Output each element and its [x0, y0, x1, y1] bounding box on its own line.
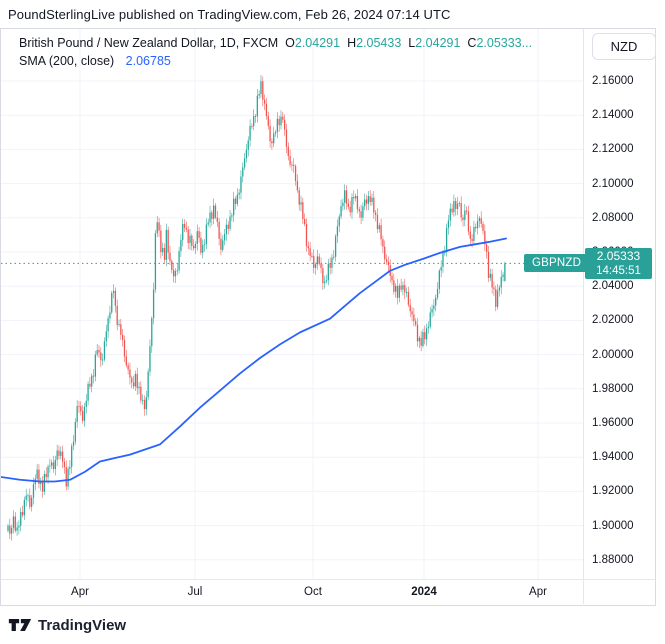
price-axis[interactable]: NZD 2.05333 14:45:51 2.16000 2.14000 2.120…	[583, 29, 656, 579]
sma-indicator-value: 2.06785	[125, 54, 171, 68]
price-tick-label: 2.16000	[592, 75, 634, 87]
ohlc-open-label: O	[285, 36, 295, 50]
symbol-header: British Pound / New Zealand Dollar, 1D, …	[19, 36, 532, 50]
sma-indicator-label: SMA (200, close)	[19, 54, 115, 68]
ohlc-close-label: C	[467, 36, 477, 50]
time-tick-label: Oct	[304, 586, 322, 598]
chart-frame: British Pound / New Zealand Dollar, 1D, …	[0, 28, 656, 606]
currency-toggle-label: NZD	[610, 39, 638, 54]
price-tick-label: 2.08000	[592, 211, 634, 224]
last-price-value: 2.05333	[596, 249, 641, 264]
price-tick-label: 2.04000	[592, 280, 634, 293]
price-tick-label: 2.14000	[592, 109, 634, 122]
ohlc-low-value: 2.04291	[415, 36, 461, 50]
axis-corner-cell	[583, 579, 655, 604]
chart-plot-area[interactable]: British Pound / New Zealand Dollar, 1D, …	[1, 29, 590, 579]
ohlc-low-label: L	[408, 36, 416, 50]
price-tick-label: 1.94000	[592, 451, 634, 464]
price-tick-label: 1.90000	[592, 519, 634, 532]
indicator-row: SMA (200, close) 2.06785	[19, 54, 171, 68]
candlestick-chart[interactable]	[1, 29, 583, 579]
last-price-badge: 2.05333 14:45:51	[585, 248, 652, 280]
price-tick-label: 1.92000	[592, 485, 634, 498]
time-tick-label: Apr	[71, 586, 89, 598]
price-tick-label: 2.12000	[592, 143, 634, 156]
currency-toggle-button[interactable]: NZD	[592, 33, 656, 60]
tradingview-brand-name[interactable]: TradingView	[38, 616, 127, 634]
attribution-bar: PoundSterlingLive published on TradingVi…	[0, 0, 665, 28]
time-tick-label: Jul	[187, 586, 203, 598]
price-tick-label: 2.00000	[592, 348, 634, 361]
time-tick-label: 2024	[411, 586, 437, 598]
ohlc-open-value: 2.04291	[294, 36, 341, 50]
price-tick-label: 2.10000	[592, 177, 634, 190]
price-tick-label: 2.02000	[592, 314, 634, 327]
symbol-title: British Pound / New Zealand Dollar, 1D, …	[19, 36, 279, 50]
attribution-text: PoundSterlingLive published on TradingVi…	[8, 6, 451, 22]
ohlc-high-label: H	[347, 36, 357, 50]
price-tick-label: 1.96000	[592, 417, 634, 429]
time-axis[interactable]: Apr Jul Oct 2024 Apr	[1, 579, 583, 604]
time-tick-label: Apr	[529, 586, 547, 598]
ohlc-high-value: 2.05433	[356, 36, 402, 50]
price-tick-label: 1.88000	[592, 553, 634, 566]
bar-countdown: 14:45:51	[596, 265, 641, 278]
ohlc-close-value: 2.05333...	[476, 36, 533, 50]
price-tick-label: 1.98000	[592, 382, 634, 395]
last-price-symbol-label: GBPNZD	[524, 254, 590, 273]
tradingview-logo-icon[interactable]	[8, 615, 32, 635]
footer: TradingView	[0, 606, 665, 644]
